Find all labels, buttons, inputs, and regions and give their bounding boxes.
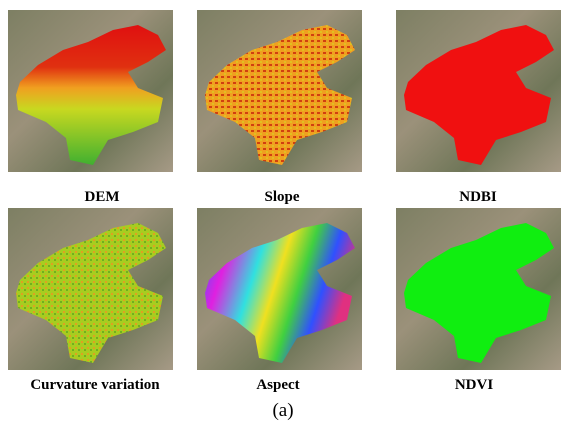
panel-label: NDVI [455,377,493,393]
panel-aspect [197,208,362,370]
panel-ndbi [396,10,561,172]
panel-label: DEM [85,189,120,205]
panel-ndvi [396,208,561,370]
figure-caption: (a) [272,400,293,421]
panel-curvature [8,208,173,370]
panel-label: NDBI [459,189,497,205]
panel-dem [8,10,173,172]
panel-label: Slope [264,189,299,205]
figure: DEM Slope NDBI Curvature variation Aspec… [0,0,567,424]
panel-label: Curvature variation [30,377,160,393]
panel-slope [197,10,362,172]
panel-label: Aspect [256,377,299,393]
